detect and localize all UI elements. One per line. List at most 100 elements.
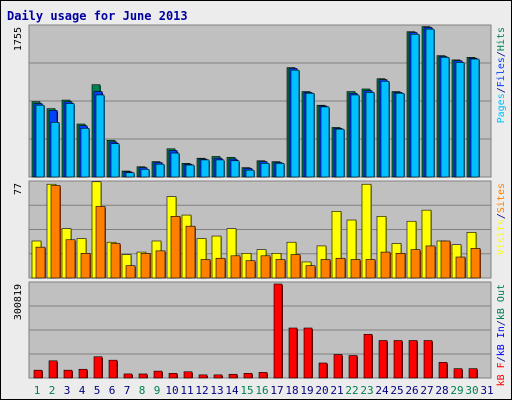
day-label-20: 20 bbox=[315, 384, 328, 397]
bar-kb-f-day-3 bbox=[63, 369, 73, 379]
bar-pages-day-8 bbox=[140, 169, 150, 178]
bar-pages-day-4 bbox=[80, 127, 90, 178]
day-label-14: 14 bbox=[225, 384, 239, 397]
bar-pages-day-20 bbox=[320, 106, 330, 178]
legend-entry: / bbox=[496, 320, 507, 326]
bar-sites-day-14 bbox=[230, 255, 241, 279]
day-label-18: 18 bbox=[285, 384, 298, 397]
bar-sites-day-7 bbox=[125, 265, 136, 279]
bar-pages-day-16 bbox=[260, 163, 270, 178]
bar-kb-f-day-10 bbox=[168, 373, 178, 379]
bar-pages-day-6 bbox=[110, 143, 120, 178]
legend-entry: / bbox=[496, 51, 507, 57]
bar-sites-day-1 bbox=[35, 246, 46, 279]
bar-kb-f-day-16 bbox=[258, 372, 268, 379]
bar-sites-day-18 bbox=[290, 254, 301, 279]
bar-sites-day-11 bbox=[185, 225, 196, 279]
day-label-17: 17 bbox=[270, 384, 283, 397]
bar-kb-f-day-27 bbox=[423, 340, 433, 379]
bar-sites-day-15 bbox=[245, 260, 256, 279]
bar-sites-day-24 bbox=[380, 251, 391, 279]
day-label-12: 12 bbox=[195, 384, 208, 397]
legend-entry: / bbox=[496, 356, 507, 362]
bar-pages-day-23 bbox=[365, 92, 375, 178]
day-label-24: 24 bbox=[375, 384, 389, 397]
bar-pages-day-7 bbox=[125, 172, 135, 178]
day-label-6: 6 bbox=[109, 384, 116, 397]
day-label-25: 25 bbox=[390, 384, 403, 397]
bar-sites-day-13 bbox=[215, 257, 226, 279]
ymax-label: 300819 bbox=[13, 284, 24, 320]
day-label-7: 7 bbox=[124, 384, 131, 397]
bar-pages-day-14 bbox=[230, 160, 240, 178]
ymax-label: 77 bbox=[13, 183, 24, 195]
day-label-10: 10 bbox=[165, 384, 178, 397]
bar-kb-f-day-12 bbox=[198, 374, 208, 379]
bar-sites-day-29 bbox=[455, 256, 466, 279]
bar-kb-f-day-8 bbox=[138, 373, 148, 379]
bar-kb-f-day-22 bbox=[348, 355, 358, 379]
day-label-29: 29 bbox=[450, 384, 463, 397]
bar-pages-day-28 bbox=[440, 57, 450, 178]
legend-entry: Visits bbox=[496, 219, 507, 255]
day-label-30: 30 bbox=[465, 384, 478, 397]
chart-title: Daily usage for June 2013 bbox=[7, 9, 188, 23]
bar-sites-day-12 bbox=[200, 259, 211, 279]
bar-kb-f-day-4 bbox=[78, 368, 88, 379]
bar-sites-day-16 bbox=[260, 255, 271, 279]
bar-sites-day-6 bbox=[110, 243, 121, 279]
day-label-27: 27 bbox=[420, 384, 433, 397]
bar-pages-day-18 bbox=[290, 69, 300, 178]
bar-sites-day-19 bbox=[305, 265, 316, 279]
bar-pages-day-26 bbox=[410, 33, 420, 178]
bar-pages-day-5 bbox=[95, 94, 105, 178]
bar-sites-day-17 bbox=[275, 259, 286, 279]
bar-sites-day-26 bbox=[410, 249, 421, 279]
bar-sites-day-20 bbox=[320, 259, 331, 279]
bar-kb-f-day-26 bbox=[408, 340, 418, 379]
bar-sites-day-8 bbox=[140, 253, 151, 279]
bar-kb-f-day-24 bbox=[378, 340, 388, 379]
legend-entry: Hits bbox=[496, 27, 507, 51]
bar-kb-f-day-30 bbox=[468, 368, 478, 379]
bar-kb-f-day-7 bbox=[123, 373, 133, 379]
bar-kb-f-day-13 bbox=[213, 374, 223, 379]
day-label-13: 13 bbox=[210, 384, 223, 397]
legend-entry: Pages bbox=[496, 93, 507, 123]
bar-kb-f-day-25 bbox=[393, 340, 403, 379]
bar-kb-f-day-5 bbox=[93, 356, 103, 379]
bar-pages-day-2 bbox=[50, 121, 60, 178]
bar-kb-f-day-17 bbox=[273, 283, 283, 379]
day-label-31: 31 bbox=[480, 384, 493, 397]
bar-kb-f-day-1 bbox=[33, 369, 43, 379]
day-label-28: 28 bbox=[435, 384, 448, 397]
day-label-3: 3 bbox=[64, 384, 71, 397]
bar-kb-f-day-20 bbox=[318, 362, 328, 379]
bar-pages-day-3 bbox=[65, 103, 75, 178]
bar-sites-day-28 bbox=[440, 240, 451, 279]
bar-sites-day-23 bbox=[365, 259, 376, 279]
day-label-11: 11 bbox=[180, 384, 193, 397]
legend-entry: / bbox=[496, 87, 507, 93]
ymax-label: 1755 bbox=[13, 27, 24, 51]
legend-kbytes: kB F/kB In/kB Out bbox=[496, 284, 507, 386]
day-label-5: 5 bbox=[94, 384, 101, 397]
bar-pages-day-10 bbox=[170, 152, 180, 178]
bar-pages-day-21 bbox=[335, 128, 345, 178]
bar-pages-day-27 bbox=[425, 28, 435, 178]
bar-sites-day-3 bbox=[65, 239, 76, 279]
bar-kb-f-day-2 bbox=[48, 360, 58, 379]
bar-pages-day-13 bbox=[215, 159, 225, 178]
legend-entry: kB Out bbox=[496, 284, 507, 320]
bar-pages-day-15 bbox=[245, 169, 255, 178]
bar-kb-f-day-11 bbox=[183, 371, 193, 379]
bar-pages-day-22 bbox=[350, 94, 360, 178]
bar-kb-f-day-6 bbox=[108, 359, 118, 379]
bar-sites-day-30 bbox=[470, 248, 481, 279]
bar-kb-f-day-21 bbox=[333, 354, 343, 379]
bar-kb-f-day-23 bbox=[363, 333, 373, 379]
bar-pages-day-30 bbox=[470, 58, 480, 178]
legend-entry: Sites bbox=[496, 183, 507, 213]
